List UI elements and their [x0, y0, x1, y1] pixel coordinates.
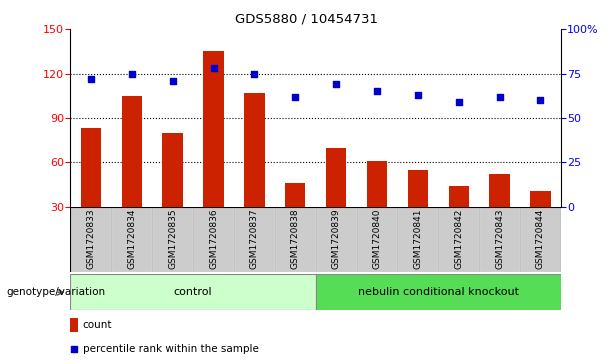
Bar	[520, 207, 561, 272]
Bar	[112, 207, 152, 272]
Bar	[397, 207, 438, 272]
Bar	[275, 207, 316, 272]
Bar	[244, 93, 265, 207]
Bar	[285, 183, 305, 207]
Bar	[367, 161, 387, 207]
Text: control: control	[173, 287, 213, 297]
Text: GSM1720837: GSM1720837	[250, 209, 259, 269]
Bar	[70, 318, 78, 332]
Text: GSM1720844: GSM1720844	[536, 209, 545, 269]
Bar	[449, 186, 469, 207]
Text: GSM1720835: GSM1720835	[168, 209, 177, 269]
Point	[372, 88, 382, 94]
Text: GSM1720833: GSM1720833	[86, 209, 96, 269]
Bar	[316, 274, 561, 310]
Point	[69, 346, 79, 352]
Point	[536, 97, 546, 103]
Bar	[438, 207, 479, 272]
Text: GDS5880 / 10454731: GDS5880 / 10454731	[235, 13, 378, 26]
Bar	[70, 274, 316, 310]
Text: GSM1720839: GSM1720839	[332, 209, 341, 269]
Text: GSM1720840: GSM1720840	[373, 209, 381, 269]
Point	[454, 99, 463, 105]
Bar	[357, 207, 397, 272]
Bar	[479, 207, 520, 272]
Text: genotype/variation: genotype/variation	[6, 287, 105, 297]
Point	[331, 81, 341, 87]
Bar	[70, 207, 112, 272]
Point	[249, 70, 259, 76]
Point	[413, 92, 423, 98]
Text: nebulin conditional knockout: nebulin conditional knockout	[358, 287, 519, 297]
Text: percentile rank within the sample: percentile rank within the sample	[83, 344, 259, 354]
Bar	[193, 207, 234, 272]
Text: GSM1720834: GSM1720834	[128, 209, 136, 269]
Bar	[234, 207, 275, 272]
Bar	[204, 51, 224, 207]
Point	[168, 78, 178, 83]
Bar	[162, 133, 183, 207]
Point	[86, 76, 96, 82]
Bar	[81, 129, 101, 207]
Bar	[152, 207, 193, 272]
Text: count: count	[83, 321, 112, 330]
Point	[291, 94, 300, 99]
Bar	[121, 96, 142, 207]
Point	[208, 65, 218, 71]
Text: GSM1720841: GSM1720841	[413, 209, 422, 269]
Bar	[408, 170, 428, 207]
Text: GSM1720842: GSM1720842	[454, 209, 463, 269]
Bar	[530, 191, 550, 207]
Text: GSM1720836: GSM1720836	[209, 209, 218, 269]
Point	[127, 70, 137, 76]
Bar	[326, 148, 346, 207]
Bar	[489, 174, 510, 207]
Text: GSM1720843: GSM1720843	[495, 209, 504, 269]
Bar	[316, 207, 357, 272]
Text: GSM1720838: GSM1720838	[291, 209, 300, 269]
Point	[495, 94, 504, 99]
